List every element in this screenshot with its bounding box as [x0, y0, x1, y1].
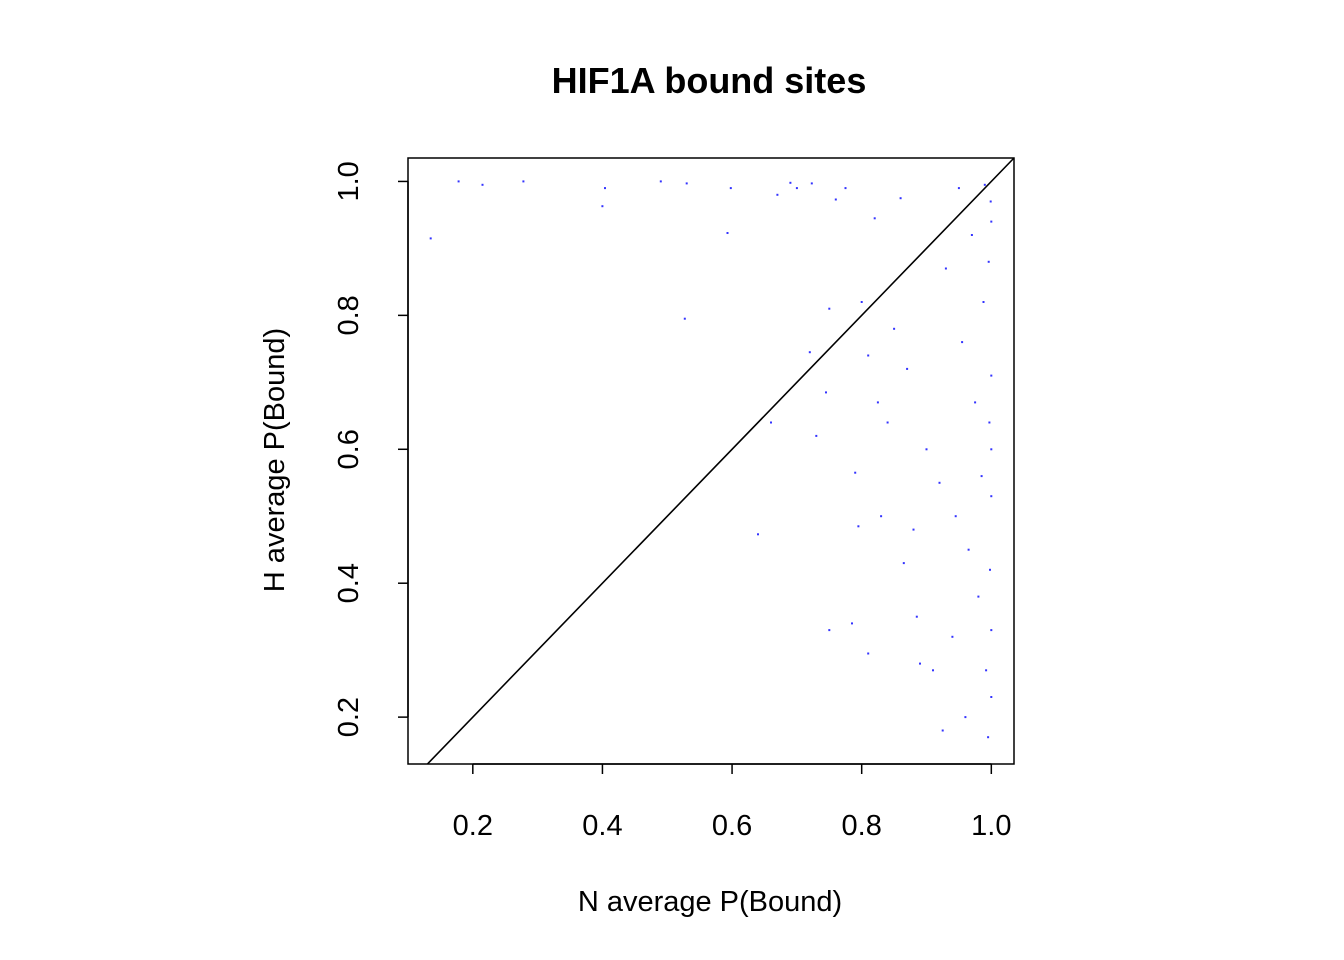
data-point — [964, 716, 967, 719]
y-tick-label: 1.0 — [333, 161, 365, 201]
data-point — [899, 197, 902, 200]
y-tick-label: 0.6 — [333, 429, 365, 469]
data-point — [854, 471, 857, 474]
data-point — [851, 622, 853, 625]
data-point — [990, 629, 993, 632]
data-point — [810, 182, 813, 185]
y-axis-label: H average P(Bound) — [259, 328, 291, 592]
data-point — [925, 448, 928, 451]
data-point — [789, 181, 792, 184]
points-layer — [429, 180, 993, 739]
data-point — [834, 198, 837, 201]
data-point — [961, 341, 964, 344]
data-point — [982, 301, 985, 303]
x-tick-label: 0.4 — [582, 810, 622, 842]
data-point — [990, 696, 993, 698]
data-point — [844, 187, 847, 190]
y-tick-label: 0.2 — [333, 697, 365, 737]
data-point — [990, 374, 993, 377]
data-point — [983, 183, 986, 186]
data-point — [867, 354, 870, 357]
data-point — [876, 401, 879, 404]
data-point — [967, 548, 970, 551]
data-point — [867, 652, 870, 655]
data-point — [906, 367, 909, 370]
data-point — [808, 351, 811, 354]
data-point — [873, 217, 876, 220]
data-point — [987, 260, 990, 263]
data-point — [941, 729, 944, 732]
data-point — [902, 562, 905, 565]
data-point — [988, 421, 991, 424]
data-point — [944, 267, 947, 270]
data-point — [481, 183, 484, 186]
identity-line-layer — [426, 157, 1015, 765]
x-tick-label: 0.8 — [842, 810, 882, 842]
data-point — [857, 525, 860, 528]
x-axis: 0.2 0.4 0.6 0.8 1.0 — [453, 763, 1011, 842]
data-point — [828, 307, 831, 310]
data-point — [429, 237, 432, 240]
data-point — [954, 515, 957, 518]
data-point — [985, 669, 988, 672]
data-point — [770, 421, 772, 424]
data-point — [919, 662, 921, 665]
data-point — [815, 434, 818, 437]
data-point — [828, 629, 831, 632]
data-point — [980, 475, 983, 478]
data-point — [938, 481, 941, 484]
data-point — [685, 182, 688, 185]
y-tick-label: 0.8 — [333, 295, 365, 335]
data-point — [795, 187, 798, 190]
data-point — [987, 736, 990, 739]
y-tick-label: 0.4 — [333, 563, 365, 603]
data-point — [893, 327, 896, 330]
data-point — [990, 220, 993, 223]
x-axis-label: N average P(Bound) — [578, 886, 842, 918]
data-point — [989, 568, 991, 571]
data-point — [825, 391, 827, 394]
data-point — [886, 421, 889, 424]
identity-line — [426, 157, 1015, 765]
data-point — [726, 232, 729, 234]
data-point — [970, 234, 973, 236]
data-point — [860, 301, 863, 303]
data-point — [601, 205, 604, 208]
data-point — [457, 180, 460, 183]
data-point — [990, 448, 993, 451]
data-point — [729, 187, 732, 190]
data-point — [977, 595, 980, 598]
data-point — [757, 533, 759, 536]
x-tick-label: 1.0 — [971, 810, 1011, 842]
plot-frame — [407, 157, 1015, 765]
data-point — [604, 187, 606, 190]
data-point — [912, 528, 915, 531]
data-point — [683, 317, 686, 320]
data-point — [659, 180, 662, 183]
x-tick-label: 0.6 — [712, 810, 752, 842]
data-point — [990, 495, 993, 498]
data-point — [951, 635, 954, 638]
data-point — [915, 615, 918, 618]
data-point — [989, 200, 992, 203]
data-point — [932, 669, 934, 672]
data-point — [974, 401, 977, 404]
data-point — [957, 187, 960, 190]
y-axis: 0.2 0.4 0.6 0.8 1.0 — [333, 161, 409, 737]
data-point — [776, 193, 779, 196]
chart-title: HIF1A bound sites — [552, 60, 867, 101]
x-tick-label: 0.2 — [453, 810, 493, 842]
data-point — [522, 180, 525, 183]
data-point — [880, 515, 883, 518]
